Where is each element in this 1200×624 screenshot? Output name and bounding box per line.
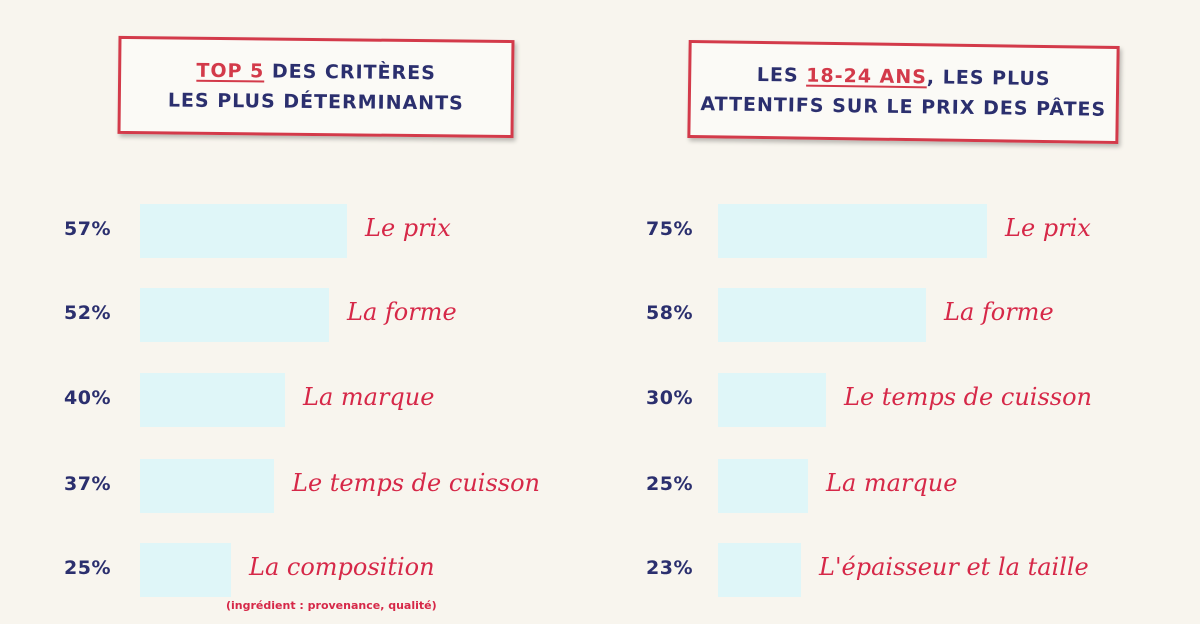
right-category-label-2: La forme <box>944 298 1054 326</box>
right-category-label-4: La marque <box>826 469 958 497</box>
right-bar-3 <box>718 373 826 427</box>
left-bar-1 <box>140 204 347 258</box>
left-value-label-4: 37% <box>64 473 111 495</box>
right-chart-panel: LES 18-24 ANS, LES PLUS ATTENTIFS SUR LE… <box>600 0 1200 624</box>
right-value-label-4: 25% <box>646 473 693 495</box>
right-title-highlight: 18-24 ANS <box>806 64 928 89</box>
left-bar-row: 40% La marque <box>0 373 600 427</box>
right-bar-5 <box>718 543 801 597</box>
left-category-label-5: La composition <box>249 553 435 581</box>
right-category-label-3: Le temps de cuisson <box>844 383 1092 411</box>
right-bar-2 <box>718 288 926 342</box>
left-title-rest: DES CRITÈRES <box>264 60 436 85</box>
left-bar-4 <box>140 459 274 513</box>
composition-footnote: (ingrédient : provenance, qualité) <box>226 599 437 612</box>
left-chart-panel: TOP 5 DES CRITÈRES LES PLUS DÉTERMINANTS… <box>0 35 600 612</box>
left-chart-title: TOP 5 DES CRITÈRES LES PLUS DÉTERMINANTS <box>117 35 515 139</box>
right-value-label-1: 75% <box>646 218 693 240</box>
right-title-line1: LES 18-24 ANS, LES PLUS <box>757 60 1051 94</box>
left-bar-2 <box>140 288 329 342</box>
right-category-label-1: Le prix <box>1005 214 1091 242</box>
right-value-label-3: 30% <box>646 387 693 409</box>
right-title-rest: , LES PLUS <box>926 66 1051 91</box>
right-bar-row: 23% L'épaisseur et la taille <box>600 543 1200 597</box>
left-value-label-5: 25% <box>64 557 111 579</box>
left-category-label-4: Le temps de cuisson <box>292 469 540 497</box>
right-bar-row: 25% La marque <box>600 459 1200 513</box>
left-title-highlight: TOP 5 <box>196 59 265 83</box>
left-value-label-2: 52% <box>64 302 111 324</box>
right-chart-title: LES 18-24 ANS, LES PLUS ATTENTIFS SUR LE… <box>687 39 1120 145</box>
left-title-line1: TOP 5 DES CRITÈRES <box>196 56 436 89</box>
right-title-line2: ATTENTIFS SUR LE PRIX DES PÂTES <box>700 93 1107 121</box>
left-bar-row: 52% La forme <box>0 288 600 342</box>
left-category-label-1: Le prix <box>365 214 451 242</box>
right-bar-row: 58% La forme <box>600 288 1200 342</box>
left-value-label-3: 40% <box>64 387 111 409</box>
left-category-label-3: La marque <box>303 383 435 411</box>
right-value-label-2: 58% <box>646 302 693 324</box>
left-bar-row: 37% Le temps de cuisson <box>0 459 600 513</box>
left-bar-row: 25% La composition <box>0 543 600 597</box>
right-bar-4 <box>718 459 808 513</box>
right-bar-row: 75% Le prix <box>600 204 1200 258</box>
left-value-label-1: 57% <box>64 218 111 240</box>
left-bar-5 <box>140 543 231 597</box>
right-bar-1 <box>718 204 987 258</box>
right-category-label-5: L'épaisseur et la taille <box>819 553 1089 581</box>
left-title-line2: LES PLUS DÉTERMINANTS <box>167 89 464 115</box>
right-bar-row: 30% Le temps de cuisson <box>600 373 1200 427</box>
right-value-label-5: 23% <box>646 557 693 579</box>
right-title-pre: LES <box>756 63 807 87</box>
left-bar-row: 57% Le prix <box>0 204 600 258</box>
left-category-label-2: La forme <box>347 298 457 326</box>
left-bar-3 <box>140 373 285 427</box>
